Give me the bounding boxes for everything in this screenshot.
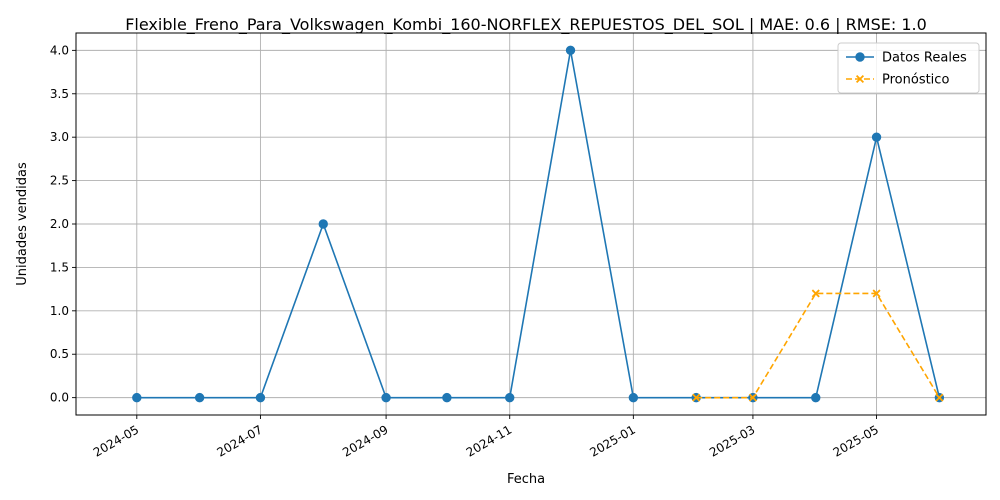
legend-entry: Datos Reales (846, 51, 967, 66)
data-point (935, 393, 944, 402)
data-point (872, 289, 881, 298)
y-tick-label: 3.5 (50, 87, 69, 101)
data-point (255, 392, 266, 403)
data-point (442, 392, 452, 403)
data-point (628, 392, 639, 403)
data-point (505, 392, 515, 403)
y-tick-label: 0.0 (50, 391, 69, 405)
data-point (811, 289, 820, 298)
data-point (871, 132, 882, 142)
x-tick-label: 2024-07 (215, 422, 265, 459)
x-tick-label: 2025-05 (831, 422, 881, 459)
data-point (811, 392, 821, 403)
legend-entry: Pronóstico (846, 73, 949, 88)
y-tick-label: 4.0 (50, 43, 69, 57)
data-point (194, 392, 205, 403)
y-tick-label: 0.5 (50, 347, 69, 361)
x-tick-label: 2024-09 (340, 422, 390, 459)
y-axis-label: Unidades vendidas (15, 162, 30, 286)
x-tick-label: 2024-05 (91, 422, 141, 459)
series-layer (132, 45, 945, 403)
y-tick-label: 1.5 (50, 260, 69, 274)
y-tick-label: 3.0 (50, 130, 69, 144)
data-point (381, 392, 391, 403)
series-1 (692, 289, 944, 402)
x-tick-label: 2024-11 (464, 422, 514, 459)
legend-marker (855, 52, 865, 62)
x-axis-label: Fecha (507, 472, 545, 487)
y-axis: 0.0 0.5 1.0 1.5 2.0 2.5 3.0 3.5 4.0 (50, 43, 76, 405)
x-tick-label: 2025-03 (707, 422, 757, 459)
series-line (696, 292, 941, 399)
legend: Datos Reales Pronóstico (837, 42, 980, 94)
series-line (136, 50, 941, 399)
x-tick-label: 2025-01 (587, 422, 637, 459)
legend-marker (855, 74, 865, 84)
data-point (748, 393, 757, 402)
y-tick-label: 2.5 (50, 174, 69, 188)
chart-title: Flexible_Freno_Para_Volkswagen_Kombi_160… (125, 15, 927, 35)
y-tick-label: 1.0 (50, 304, 69, 318)
y-tick-label: 2.0 (50, 217, 69, 231)
x-axis: 2024-05 2024-07 2024-09 2024-11 2025-01 2025-… (91, 415, 881, 460)
legend-label: Datos Reales (882, 51, 967, 66)
legend-box (837, 42, 980, 94)
data-point (565, 45, 576, 56)
data-point (132, 392, 142, 403)
data-point (692, 393, 701, 402)
legend-label: Pronóstico (882, 73, 949, 88)
grid (76, 33, 986, 415)
data-point (318, 219, 328, 229)
